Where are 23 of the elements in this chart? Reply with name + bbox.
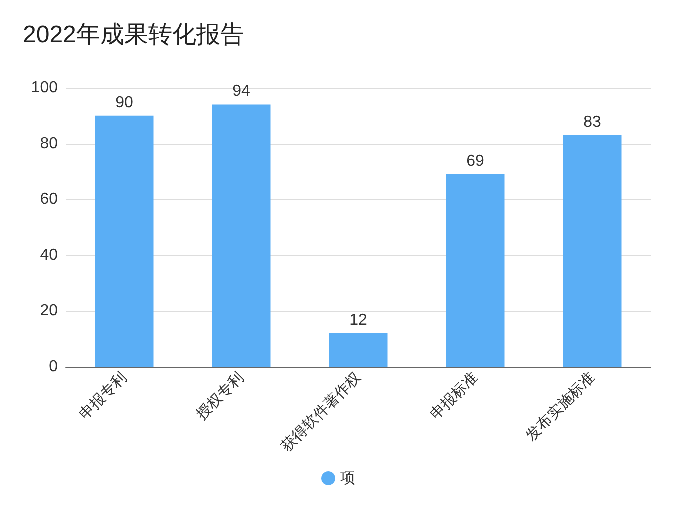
- y-tick-label: 0: [49, 358, 58, 376]
- bar: [329, 334, 388, 367]
- y-tick-label: 60: [40, 191, 58, 208]
- data-label: 83: [584, 114, 602, 131]
- x-tick-label: 申报标准: [427, 368, 482, 424]
- bar: [563, 135, 622, 367]
- data-label: 69: [466, 152, 484, 170]
- bar: [446, 174, 505, 367]
- y-tick-label: 80: [40, 135, 58, 152]
- bar: [95, 116, 154, 367]
- y-tick-label: 40: [40, 246, 58, 264]
- chart-title: 2022年成果转化报告: [23, 22, 244, 48]
- data-label: 12: [350, 312, 368, 330]
- data-label: 94: [232, 83, 250, 100]
- x-tick-label: 授权专利: [193, 368, 248, 424]
- x-tick-label: 发布实施标准: [522, 368, 599, 445]
- y-tick-label: 100: [31, 80, 58, 96]
- bar: [212, 104, 271, 367]
- legend-label: 项: [340, 470, 356, 487]
- x-tick-label: 获得软件著作权: [278, 368, 365, 456]
- y-tick-label: 20: [40, 302, 58, 320]
- x-tick-label: 申报专利: [76, 368, 131, 424]
- data-label: 90: [116, 94, 134, 112]
